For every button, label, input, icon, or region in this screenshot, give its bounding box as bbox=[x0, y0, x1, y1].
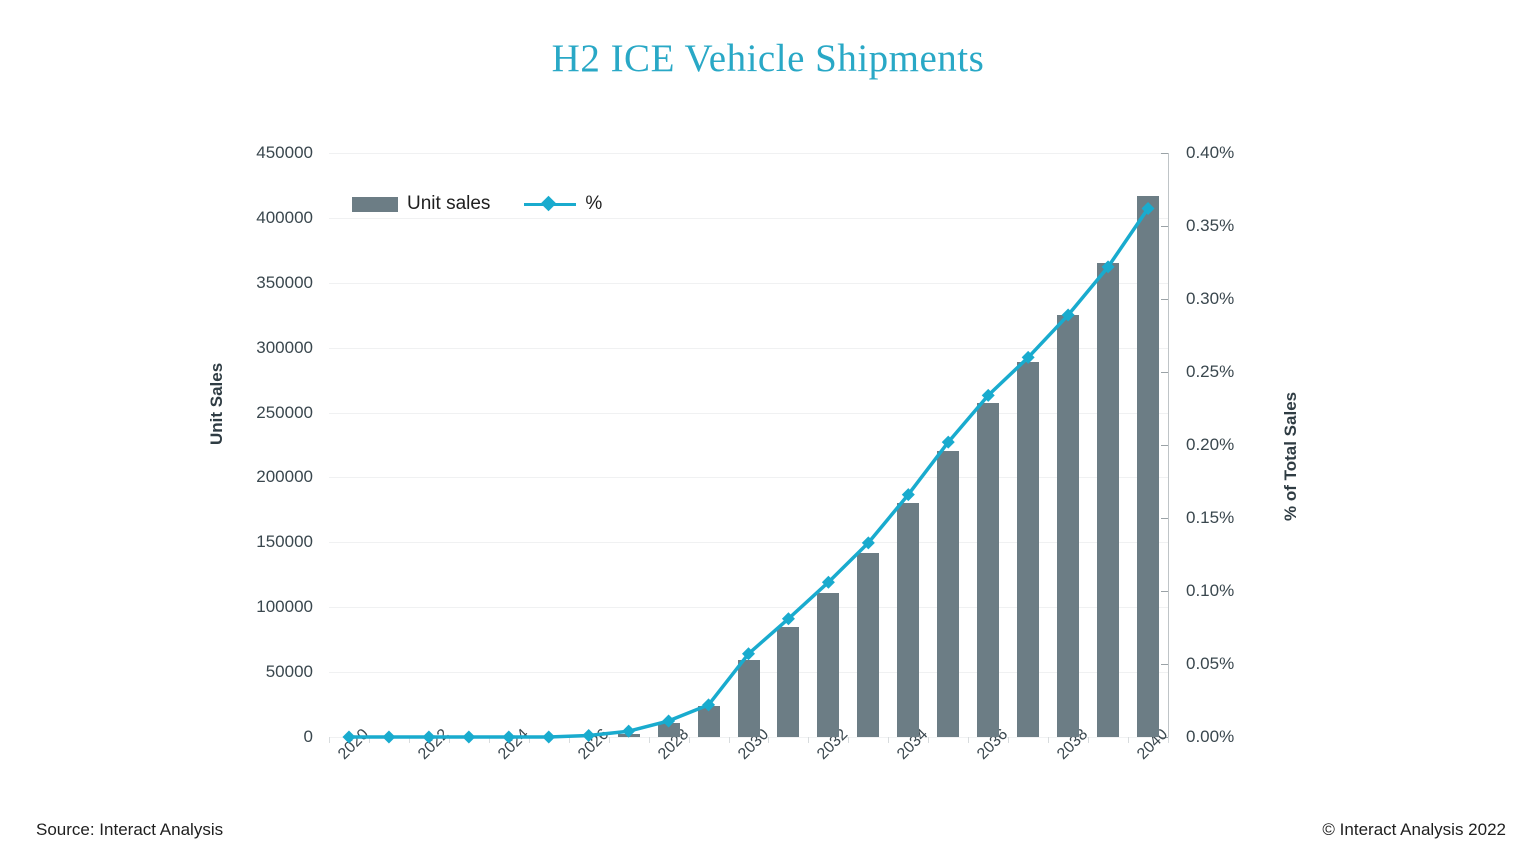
x-tick-mark bbox=[928, 737, 929, 743]
gridline bbox=[329, 283, 1168, 284]
y-tick-label-left: 450000 bbox=[256, 143, 313, 162]
y-tick-label-right: 0.15% bbox=[1186, 508, 1235, 527]
legend-item-unit-sales[interactable]: Unit sales bbox=[352, 193, 490, 215]
x-tick-label: 2024 bbox=[494, 725, 532, 764]
page-title: H2 ICE Vehicle Shipments bbox=[551, 37, 985, 80]
gridline bbox=[329, 348, 1168, 349]
right-axis-line bbox=[1168, 153, 1169, 737]
line-marker-diamond bbox=[981, 388, 995, 402]
legend-label-unit-sales: Unit sales bbox=[407, 193, 491, 214]
x-tick-label: 2026 bbox=[574, 725, 612, 764]
gridline bbox=[329, 542, 1168, 543]
y-tick-label-right: 0.40% bbox=[1186, 143, 1235, 162]
legend-label-percent: % bbox=[585, 193, 603, 214]
y-tick-label-left: 400000 bbox=[256, 207, 313, 227]
line-marker-diamond bbox=[821, 575, 835, 589]
y-axis-title-left: Unit Sales bbox=[207, 362, 226, 445]
legend-item-percent[interactable]: % bbox=[524, 193, 602, 215]
line-marker-diamond bbox=[901, 488, 915, 502]
y-tick-label-right: 0.35% bbox=[1186, 216, 1235, 235]
x-tick-mark bbox=[888, 737, 889, 743]
y-axis-title-right: % of Total Sales bbox=[1281, 391, 1300, 521]
x-tick-mark bbox=[489, 737, 490, 743]
gridline bbox=[329, 153, 1168, 154]
x-tick-mark bbox=[529, 737, 530, 743]
y-tick-label-right: 0.00% bbox=[1186, 727, 1235, 746]
x-tick-mark bbox=[409, 737, 410, 743]
bar bbox=[777, 626, 800, 737]
bar bbox=[937, 451, 960, 737]
y-tick-mark-right bbox=[1161, 591, 1169, 592]
x-tick-mark bbox=[1088, 737, 1089, 743]
bar bbox=[1137, 195, 1160, 737]
y-tick-mark-right bbox=[1161, 226, 1169, 227]
x-tick-mark bbox=[449, 737, 450, 743]
bar bbox=[1057, 315, 1080, 737]
gridline bbox=[329, 413, 1168, 414]
x-tick-mark bbox=[569, 737, 570, 743]
y-tick-label-right: 0.05% bbox=[1186, 654, 1235, 673]
bar bbox=[617, 734, 640, 737]
y-tick-label-left: 100000 bbox=[256, 597, 313, 617]
line-marker-diamond bbox=[941, 435, 955, 449]
y-tick-label-right: 0.10% bbox=[1186, 581, 1235, 600]
x-tick-mark bbox=[1048, 737, 1049, 743]
bar bbox=[1017, 361, 1040, 737]
gridline bbox=[329, 607, 1168, 608]
x-tick-mark bbox=[369, 737, 370, 743]
x-tick-mark bbox=[1008, 737, 1009, 743]
x-tick-mark bbox=[1128, 737, 1129, 743]
x-tick-mark bbox=[768, 737, 769, 743]
y-tick-mark-right bbox=[1161, 664, 1169, 665]
bar bbox=[697, 705, 720, 737]
x-tick-mark bbox=[649, 737, 650, 743]
line-marker-diamond bbox=[742, 647, 755, 661]
bar bbox=[897, 503, 920, 737]
y-tick-label-left: 150000 bbox=[256, 532, 313, 552]
y-tick-mark-right bbox=[1161, 299, 1169, 300]
bar bbox=[1097, 263, 1120, 737]
line-marker-diamond bbox=[781, 612, 795, 626]
source-note: Source: Interact Analysis bbox=[36, 820, 224, 839]
y-tick-mark-right bbox=[1161, 153, 1169, 154]
x-tick-mark bbox=[689, 737, 690, 743]
y-tick-label-right: 0.20% bbox=[1186, 435, 1235, 454]
y-tick-mark-right bbox=[1161, 445, 1169, 446]
y-tick-mark-right bbox=[1161, 518, 1169, 519]
x-tick-mark bbox=[848, 737, 849, 743]
gridline bbox=[329, 218, 1168, 219]
x-tick-mark bbox=[609, 737, 610, 743]
x-tick-mark bbox=[329, 737, 330, 743]
y-tick-label-right: 0.25% bbox=[1186, 362, 1235, 381]
bar bbox=[817, 592, 840, 737]
y-tick-label-left: 200000 bbox=[256, 467, 313, 487]
copyright-note: © Interact Analysis 2022 bbox=[1322, 820, 1506, 839]
gridline bbox=[329, 477, 1168, 478]
y-tick-label-left: 250000 bbox=[256, 402, 313, 422]
y-tick-mark-right bbox=[1161, 737, 1169, 738]
chart-legend: Unit sales % bbox=[352, 193, 602, 215]
y-tick-label-left: 50000 bbox=[265, 662, 313, 682]
x-tick-mark bbox=[1168, 737, 1169, 743]
x-tick-label: 2022 bbox=[414, 725, 453, 764]
bar-swatch-icon bbox=[352, 196, 398, 212]
line-diamond-swatch-icon bbox=[524, 195, 577, 212]
bar bbox=[857, 552, 880, 737]
x-tick-mark bbox=[968, 737, 969, 743]
y-tick-label-left: 300000 bbox=[256, 337, 313, 357]
y-tick-label-right: 0.30% bbox=[1186, 289, 1235, 308]
bar bbox=[977, 403, 1000, 737]
x-tick-label: 2020 bbox=[334, 725, 373, 764]
x-tick-mark bbox=[729, 737, 730, 743]
x-tick-mark bbox=[808, 737, 809, 743]
y-tick-label-left: 0 bbox=[303, 727, 313, 746]
y-tick-mark-right bbox=[1161, 372, 1169, 373]
bar bbox=[737, 660, 760, 737]
y-tick-label-left: 350000 bbox=[256, 272, 313, 292]
bar bbox=[657, 722, 680, 737]
